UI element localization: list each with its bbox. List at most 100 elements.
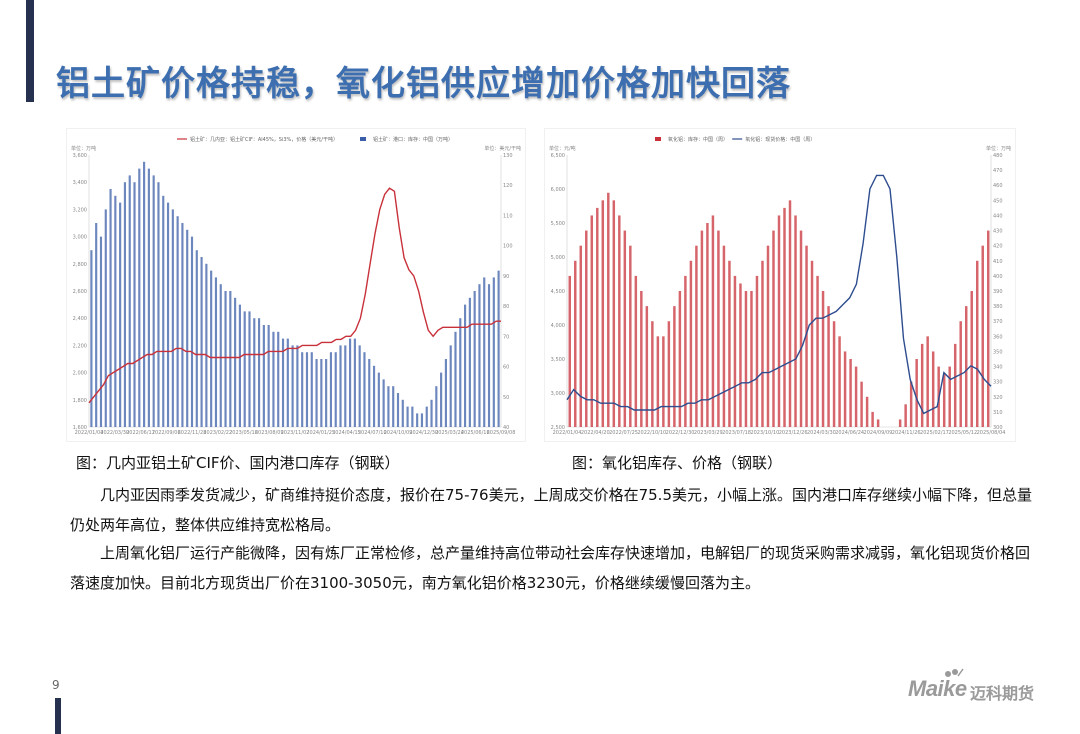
bar bbox=[926, 336, 929, 427]
bar bbox=[618, 215, 621, 427]
y-right-tick: 70 bbox=[503, 334, 509, 340]
y-left-tick: 3,400 bbox=[73, 180, 87, 186]
y-left-tick: 2,800 bbox=[73, 262, 87, 268]
bar bbox=[267, 325, 270, 427]
y-right-tick: 50 bbox=[503, 395, 509, 401]
y-right-tick: 300 bbox=[993, 425, 1003, 431]
bar bbox=[334, 352, 337, 427]
bar bbox=[898, 419, 902, 427]
bar bbox=[262, 325, 265, 427]
y-right-tick: 390 bbox=[993, 289, 1003, 295]
bar bbox=[90, 250, 93, 427]
bar bbox=[291, 345, 294, 427]
y-left-tick: 3,200 bbox=[73, 207, 87, 213]
bar bbox=[854, 366, 858, 427]
bar bbox=[305, 352, 309, 427]
bar bbox=[662, 336, 665, 427]
bar bbox=[420, 413, 424, 427]
bar bbox=[987, 230, 990, 427]
accent-bar-top bbox=[26, 0, 34, 102]
x-tick: 2022/07/25 bbox=[609, 430, 638, 436]
y-left-tick: 1,600 bbox=[73, 425, 87, 431]
bar bbox=[382, 379, 385, 427]
bar bbox=[645, 306, 649, 427]
legend-entry-0: 氧化铝：库存：中国（周） bbox=[655, 136, 728, 143]
y-right-tick: 360 bbox=[993, 334, 1003, 340]
bar bbox=[133, 182, 136, 427]
bar bbox=[425, 406, 428, 427]
bar bbox=[728, 260, 731, 427]
bar bbox=[717, 230, 720, 427]
x-tick: 2023/08/09 bbox=[255, 430, 284, 436]
bar bbox=[794, 215, 797, 427]
bar bbox=[832, 321, 836, 427]
bar bbox=[596, 207, 599, 427]
x-tick: 2022/11/28 bbox=[178, 430, 207, 436]
bar bbox=[904, 404, 907, 427]
bar bbox=[329, 352, 333, 427]
bar bbox=[325, 359, 328, 427]
bar bbox=[915, 359, 918, 427]
bar bbox=[210, 270, 213, 427]
bar bbox=[706, 223, 709, 427]
bar bbox=[320, 359, 323, 427]
bar bbox=[377, 372, 380, 427]
page-title: 铝土矿价格持稳，氧化铝供应增加价格加快回落 bbox=[56, 64, 791, 104]
bar bbox=[459, 318, 462, 427]
bar bbox=[810, 260, 814, 427]
bar bbox=[689, 260, 693, 427]
y-right-tick: 130 bbox=[503, 153, 513, 159]
bar bbox=[147, 168, 150, 427]
y-left-tick: 5,000 bbox=[551, 255, 565, 261]
x-tick: 2022/01/04 bbox=[553, 430, 582, 436]
bar bbox=[838, 336, 841, 427]
bar bbox=[353, 338, 356, 427]
bar bbox=[843, 351, 847, 427]
x-tick: 2022/04/20 bbox=[581, 430, 610, 436]
bar bbox=[401, 399, 404, 427]
bar bbox=[739, 283, 742, 427]
bar bbox=[612, 200, 616, 427]
bar bbox=[975, 260, 979, 427]
y-right-tick: 100 bbox=[503, 244, 513, 250]
bar bbox=[590, 215, 594, 427]
y-left-tick: 6,500 bbox=[551, 153, 565, 159]
y-left-tick: 2,000 bbox=[73, 371, 87, 377]
series-line bbox=[566, 174, 992, 415]
bar bbox=[301, 352, 304, 427]
bar bbox=[827, 306, 830, 427]
bar bbox=[871, 411, 874, 427]
bar bbox=[673, 306, 676, 427]
bar bbox=[372, 365, 376, 427]
bar bbox=[281, 338, 285, 427]
figure-caption-2: 图：氧化铝库存、价格（钢联） bbox=[572, 454, 783, 472]
bar bbox=[99, 236, 103, 427]
x-tick: 2022/06/17 bbox=[126, 430, 155, 436]
bar bbox=[229, 291, 232, 427]
y-right-tick: 350 bbox=[993, 349, 1003, 355]
bar bbox=[186, 229, 189, 427]
x-tick: 2022/12/30 bbox=[666, 430, 695, 436]
y-right-tick: 370 bbox=[993, 319, 1003, 325]
x-tick: 2023/02/22 bbox=[203, 430, 232, 436]
bar bbox=[257, 318, 261, 427]
chart-alumina-svg: 氧化铝：库存：中国（周） 氧化铝：现货价格：中国（周） 单位：元/吨 单位：万吨 2,5… bbox=[549, 136, 1011, 436]
y-right-tick: 400 bbox=[993, 274, 1003, 280]
x-tick: 2023/05/16 bbox=[229, 430, 258, 436]
bar bbox=[678, 291, 682, 427]
series-line bbox=[88, 187, 501, 404]
bar bbox=[449, 345, 452, 427]
x-tick: 2022/09/06 bbox=[152, 430, 181, 436]
bar bbox=[368, 359, 371, 427]
x-tick: 2025/08/04 bbox=[977, 430, 1006, 436]
x-tick: 2022/10/10 bbox=[637, 430, 666, 436]
figure-caption-1: 图：几内亚铝土矿CIF价、国内港口库存（钢联） bbox=[76, 454, 400, 472]
bar bbox=[483, 277, 486, 427]
bar bbox=[440, 372, 443, 427]
bar bbox=[387, 386, 390, 427]
bar bbox=[948, 366, 951, 427]
y-right-tick: 60 bbox=[503, 365, 509, 371]
bar bbox=[190, 236, 194, 427]
bar bbox=[623, 230, 627, 427]
bar bbox=[805, 245, 808, 427]
